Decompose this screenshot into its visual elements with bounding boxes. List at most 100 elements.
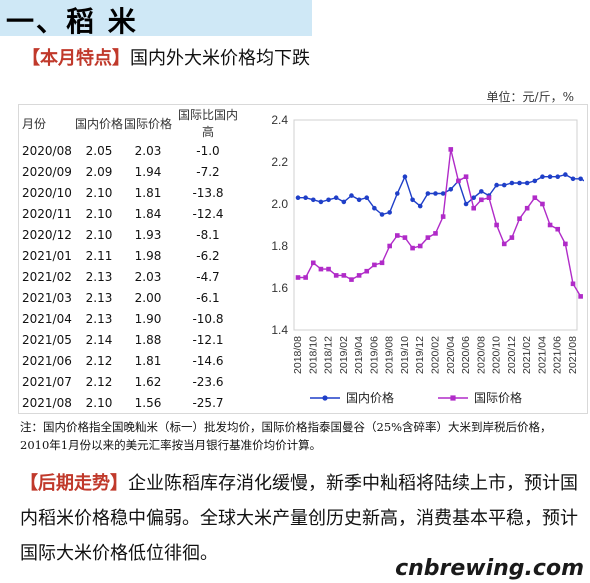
legend-label: 国际价格 bbox=[474, 390, 522, 404]
legend-marker bbox=[322, 395, 328, 401]
table-body: 2020/08 2.05 2.03 -1.0 2020/09 2.09 1.94 -7.2 20… bbox=[20, 140, 243, 413]
x-tick-label: 2021/08 bbox=[567, 336, 579, 374]
domestic-price-point bbox=[387, 210, 392, 215]
x-tick-label: 2019/06 bbox=[368, 336, 380, 374]
x-tick-label: 2020/10 bbox=[491, 336, 503, 374]
domestic-price-point bbox=[433, 191, 438, 196]
x-tick-label: 2020/08 bbox=[475, 336, 487, 374]
table-row: 2021/05 2.14 1.88 -12.1 bbox=[20, 329, 243, 350]
table-row: 2021/06 2.12 1.81 -14.6 bbox=[20, 350, 243, 371]
domestic-price-point bbox=[509, 180, 515, 186]
international-price-point bbox=[570, 281, 576, 287]
domestic-price-point bbox=[448, 187, 454, 192]
international-price-point bbox=[303, 275, 308, 280]
data-panel bbox=[18, 104, 588, 414]
cell-international: 1.90 bbox=[134, 311, 162, 326]
domestic-price-point bbox=[295, 195, 301, 200]
international-price-line bbox=[298, 149, 582, 297]
domestic-price-point bbox=[563, 172, 568, 177]
cell-month: 2021/05 bbox=[22, 332, 72, 347]
domestic-price-point bbox=[326, 197, 331, 203]
cell-diff: -8.1 bbox=[196, 227, 220, 242]
international-price-point bbox=[524, 205, 530, 211]
table-row: 2021/08 2.10 1.56 -25.7 bbox=[20, 392, 243, 413]
international-price-point bbox=[547, 222, 553, 228]
international-price-point bbox=[509, 235, 515, 240]
cell-diff: -1.0 bbox=[196, 143, 220, 158]
cell-month: 2020/08 bbox=[22, 143, 72, 158]
domestic-price-point bbox=[494, 182, 499, 188]
domestic-price-point bbox=[402, 174, 408, 179]
cell-international: 1.93 bbox=[134, 227, 162, 242]
y-tick-label: 1.4 bbox=[271, 323, 288, 337]
cell-diff: -12.1 bbox=[192, 332, 224, 347]
outlook-tag: 【后期走势】 bbox=[20, 473, 128, 494]
table-row: 2021/04 2.13 1.90 -10.8 bbox=[20, 308, 243, 329]
cell-domestic: 2.10 bbox=[85, 185, 113, 200]
domestic-price-point bbox=[341, 199, 347, 205]
international-price-point bbox=[417, 243, 423, 249]
cell-diff: -6.2 bbox=[196, 248, 220, 263]
domestic-price-point bbox=[410, 197, 415, 203]
cell-month: 2020/11 bbox=[22, 206, 72, 221]
cell-domestic: 2.12 bbox=[85, 353, 113, 368]
international-price-point bbox=[517, 216, 522, 221]
x-tick-label: 2019/02 bbox=[338, 336, 350, 374]
header-diff: 国际比国内高 bbox=[177, 108, 238, 139]
plot-frame bbox=[293, 119, 578, 331]
international-price-point bbox=[448, 147, 454, 152]
legend-marker bbox=[450, 395, 456, 401]
domestic-price-point bbox=[540, 174, 545, 179]
international-price-point bbox=[395, 233, 400, 238]
international-price-point bbox=[326, 266, 331, 272]
y-tick-label: 2.2 bbox=[271, 155, 288, 169]
x-tick-label: 2020/04 bbox=[445, 336, 457, 374]
domestic-price-point bbox=[547, 174, 553, 179]
domestic-price-point bbox=[463, 201, 469, 207]
table-row: 2020/10 2.10 1.81 -13.8 bbox=[20, 182, 243, 203]
international-price-point bbox=[410, 245, 415, 251]
cell-domestic: 2.14 bbox=[85, 332, 113, 347]
domestic-price-point bbox=[379, 212, 385, 217]
x-tick-label: 2018/10 bbox=[307, 336, 319, 374]
table-row: 2020/11 2.10 1.84 -12.4 bbox=[20, 203, 243, 224]
feature-text: 国内外大米价格均下跌 bbox=[130, 48, 310, 69]
cell-domestic: 2.13 bbox=[85, 290, 113, 305]
international-price-point bbox=[532, 195, 538, 200]
domestic-price-point bbox=[578, 176, 583, 182]
cell-diff: -14.6 bbox=[192, 353, 224, 368]
table-header-row: 月份 国内价格 国际价格 国际比国内高 bbox=[20, 106, 243, 140]
domestic-price-point bbox=[501, 182, 507, 188]
cell-domestic: 2.13 bbox=[85, 311, 113, 326]
price-table: 月份 国内价格 国际价格 国际比国内高 2020/08 2.05 2.03 -1.0 2… bbox=[20, 106, 243, 413]
international-price-point bbox=[440, 214, 446, 219]
x-tick-label: 2021/02 bbox=[521, 336, 533, 374]
international-price-point bbox=[471, 205, 476, 211]
cell-domestic: 2.12 bbox=[85, 374, 113, 389]
domestic-price-point bbox=[532, 178, 538, 184]
table-row: 2021/02 2.13 2.03 -4.7 bbox=[20, 266, 243, 287]
cell-month: 2020/10 bbox=[22, 185, 72, 200]
international-price-point bbox=[310, 260, 316, 266]
domestic-price-point bbox=[395, 191, 400, 196]
title-band bbox=[0, 0, 312, 36]
domestic-price-point bbox=[310, 197, 316, 203]
international-price-point bbox=[456, 178, 461, 184]
international-price-point bbox=[372, 262, 377, 268]
x-tick-label: 2019/10 bbox=[399, 336, 411, 374]
cell-month: 2021/08 bbox=[22, 395, 72, 410]
x-tick-label: 2020/02 bbox=[430, 336, 442, 374]
domestic-price-point bbox=[471, 195, 476, 200]
y-tick-label: 1.6 bbox=[271, 281, 288, 295]
cell-international: 1.81 bbox=[134, 185, 162, 200]
outlook-paragraph: 【后期走势】企业陈稻库存消化缓慢，新季中籼稻将陆续上市，预计国内稻米价格稳中偏弱… bbox=[20, 466, 582, 571]
x-tick-label: 2019/08 bbox=[384, 336, 396, 374]
cell-international: 1.84 bbox=[134, 206, 162, 221]
cell-domestic: 2.10 bbox=[85, 395, 113, 410]
cell-month: 2021/06 bbox=[22, 353, 72, 368]
table-row: 2021/03 2.13 2.00 -6.1 bbox=[20, 287, 243, 308]
international-price-point bbox=[563, 241, 568, 247]
international-price-point bbox=[578, 294, 583, 299]
domestic-price-point bbox=[479, 189, 484, 194]
